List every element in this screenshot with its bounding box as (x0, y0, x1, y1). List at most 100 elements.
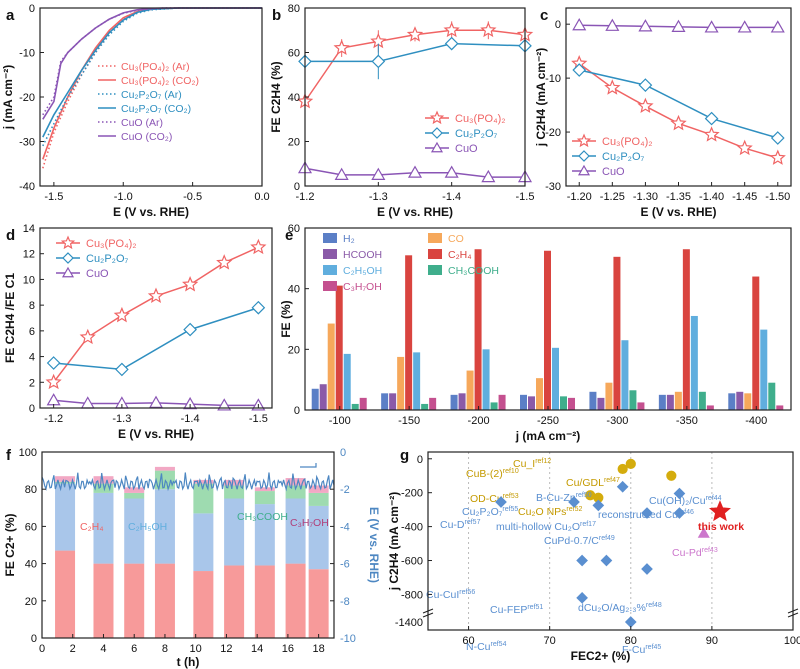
axis-break (422, 612, 434, 618)
y-tick-label: 0 (29, 3, 35, 15)
data-point (371, 54, 386, 69)
data-point (604, 79, 621, 95)
stack-C2H5OH (224, 498, 245, 566)
legend-label: C₂H₅OH (343, 265, 382, 277)
panel-label: f (6, 447, 12, 464)
y-tick-label: 40 (25, 559, 37, 571)
y-tick-label: -10 (19, 48, 35, 60)
data-point (624, 616, 637, 628)
bar-HCOOH (458, 393, 466, 410)
legend-swatch (323, 249, 337, 259)
bar-C2H4 (405, 255, 413, 410)
stack-C2H5OH (93, 492, 114, 564)
legend-marker (60, 235, 76, 250)
y-tick-label: 20 (25, 596, 37, 608)
legend-label: Cu₂P₂O₇ (86, 253, 128, 265)
panel-e: e -100 -150 -200 -250 -300 -350 -400 0 20 40 60 FE (… (279, 223, 792, 443)
arrow-to-right-axis (300, 463, 317, 468)
point-label: B-Cu-Znref50 (536, 492, 592, 504)
x-tick-label: -150 (398, 415, 420, 427)
data-point (407, 165, 423, 178)
x-tick-label: 0.0 (254, 191, 269, 203)
bar-HCOOH (736, 391, 744, 410)
bar-C2H5OH (690, 315, 698, 410)
x-tick-label: 0 (39, 643, 45, 655)
stack-C2H4 (154, 563, 175, 638)
point-ref: ref45 (645, 644, 661, 651)
point-label: CuB-(2)ref10 (466, 468, 519, 480)
stack-C3H7OH (308, 485, 329, 493)
data-point (79, 328, 96, 345)
stack-C2H4 (193, 571, 214, 638)
annotation-label: C₃H₇OH (290, 517, 329, 529)
stack-C2H5OH (254, 504, 275, 566)
data-point (251, 300, 266, 315)
y-tick-label: -10 (340, 633, 356, 645)
bar-C2H4 (752, 276, 760, 410)
panel-label: g (400, 447, 409, 464)
y-tick-label: -6 (340, 559, 350, 571)
stack-CH3COOH (308, 492, 329, 506)
bar-C2H5OH (413, 352, 421, 410)
x-tick-label: -1.35 (666, 191, 691, 203)
point-ref: ref47 (604, 477, 620, 484)
bar-C3H7OH (568, 397, 575, 410)
bar-CO (397, 356, 405, 410)
x-tick-label: -350 (676, 415, 698, 427)
stack-C3H7OH (224, 479, 245, 486)
y-axis-label: j C2H4 (mA cm⁻²) (534, 48, 548, 148)
x-axis-label: E (V vs. RHE) (118, 427, 194, 441)
data-point (673, 507, 686, 519)
data-point (217, 398, 232, 411)
point-label: multi-hollow Cu₂Oref17 (496, 521, 596, 533)
bar-H2 (450, 394, 458, 410)
bar-C3H7OH (637, 402, 645, 410)
y-axis-label: FE C2H4 (%) (269, 61, 283, 132)
x-tick-label: 70 (544, 635, 556, 647)
x-tick-label: 14 (251, 643, 263, 655)
x-tick-label: -1.40 (699, 191, 724, 203)
panel-label: c (540, 7, 548, 24)
bar-CH3COOH (351, 403, 359, 410)
y-tick-label: 20 (288, 137, 300, 149)
point-label: Cu(OH)₂/Curef44 (649, 495, 722, 507)
y-axis-label-right: E (V vs. RHE) (367, 507, 381, 583)
legend-label: C₂H₄ (448, 249, 472, 261)
axis-break (422, 608, 434, 614)
point-ref: ref50 (576, 492, 592, 499)
stack-C2H4 (124, 563, 145, 638)
x-tick-label: 60 (462, 635, 474, 647)
data-point (113, 306, 130, 323)
point-ref: ref43 (702, 547, 718, 554)
y-axis-label: j C2H4 (mA cm⁻²) (387, 492, 401, 592)
legend-marker (577, 164, 591, 176)
point-ref: ref53 (503, 493, 519, 500)
y-tick-label: -10 (545, 73, 561, 85)
bar-C3H7OH (429, 397, 437, 410)
data-point (182, 276, 199, 292)
legend-swatch (428, 233, 442, 243)
y-tick-label: 0 (294, 405, 300, 417)
legend-label: Cu₂P₂O₇ (CO₂) (121, 103, 191, 115)
panel-label: b (272, 7, 281, 24)
stack-C2H5OH (193, 513, 214, 572)
stack-C2H5OH (124, 498, 145, 564)
x-tick-label: 6 (131, 643, 137, 655)
data-point (183, 396, 198, 410)
data-point (670, 114, 687, 131)
data-point (45, 373, 62, 390)
x-tick-label: -300 (606, 415, 628, 427)
data-point (638, 78, 653, 92)
data-point (605, 18, 620, 31)
bar-C2H4 (474, 249, 482, 410)
y-tick-label: -2 (340, 484, 350, 496)
x-tick-label: 80 (625, 635, 637, 647)
panel-d: d 0 2 4 6 8 10 12 14 -1.2 -1.3 -1.4 -1.5 FE C2H4 /FE … (3, 223, 273, 441)
stack-C2H5OH (55, 483, 76, 551)
data-point (572, 63, 587, 77)
point-ref: ref54 (491, 641, 507, 648)
stack-C2H4 (93, 563, 114, 638)
bar-CO (605, 382, 613, 410)
y-tick-label: 2 (29, 377, 35, 389)
